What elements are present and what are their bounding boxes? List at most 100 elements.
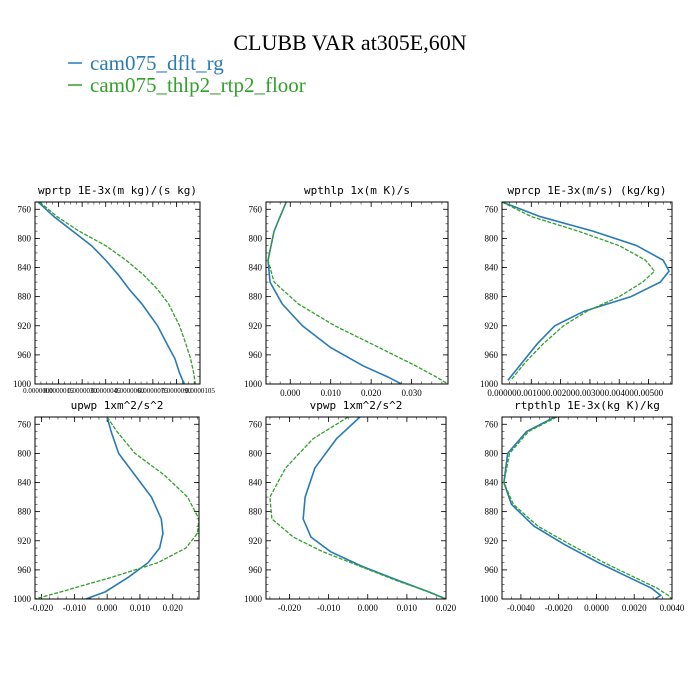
panel-rtpthlp: rtpthlp 1E-3x(kg K)/kg 760 800 840 880 920 960… xyxy=(480,399,685,613)
ytick-label: 880 xyxy=(18,292,32,302)
xtick-label: 0.000 xyxy=(280,388,301,398)
xtick-label: 0.0000105 xyxy=(185,387,215,395)
xtick-label: 0.0000 xyxy=(584,603,609,613)
ytick-label: 760 xyxy=(249,204,263,214)
ytick-label: 960 xyxy=(249,350,263,360)
ytick-label: 800 xyxy=(485,233,499,243)
ytick-label: 840 xyxy=(18,478,32,488)
plot-frame xyxy=(265,201,449,385)
xtick-label: 0.0000000 xyxy=(23,387,53,395)
ytick-label: 960 xyxy=(18,565,32,575)
xtick-label: 0.000 xyxy=(97,603,118,613)
xtick-label: -0.020 xyxy=(30,603,54,613)
panels: wprtp 1E-3x(m kg)/(s kg) 760 800 840 880 920 9… xyxy=(13,184,685,613)
series-line-dflt xyxy=(503,417,663,599)
xtick-label: 0.030 xyxy=(401,388,422,398)
xtick-label: 0.010 xyxy=(130,603,151,613)
ytick-label: 920 xyxy=(18,536,32,546)
ytick-label: 880 xyxy=(485,507,499,517)
ytick-label: 920 xyxy=(18,321,32,331)
xtick-label: 0.010 xyxy=(397,603,418,613)
panel-vpwp: vpwp 1xm^2/s^2 760 800 840 880 920 960 1000 -0.0… xyxy=(244,399,457,613)
legend-label-floor: cam075_thlp2_rtp2_floor xyxy=(90,73,306,97)
ytick-label: 1000 xyxy=(13,379,32,389)
ytick-label: 840 xyxy=(18,263,32,273)
series-line-floor xyxy=(267,202,448,384)
ytick-label: 960 xyxy=(249,565,263,575)
ytick-label: 960 xyxy=(485,350,499,360)
xtick-label: 0.0000015 xyxy=(44,387,74,395)
ytick-label: 840 xyxy=(485,263,499,273)
ytick-label: 1000 xyxy=(480,594,499,604)
ytick-label: 800 xyxy=(249,448,263,458)
ytick-label: 760 xyxy=(18,419,32,429)
figure-title: CLUBB VAR at305E,60N xyxy=(233,30,466,55)
xtick-label: 0.00400 xyxy=(605,388,635,398)
xtick-label: 0.00100 xyxy=(517,388,547,398)
panel-wpthlp: wpthlp 1x(m K)/s 760 800 840 880 920 960 1000 0.… xyxy=(244,184,449,398)
panel-upwp: upwp 1xm^2/s^27608008408809209601000-0.0… xyxy=(13,399,200,613)
legend: cam075_dflt_rg cam075_thlp2_rtp2_floor xyxy=(68,51,306,97)
series-line-floor xyxy=(35,417,199,599)
xtick-label: 0.00300 xyxy=(575,388,605,398)
series-line-dflt xyxy=(85,417,164,599)
xtick-label: 0.00000 xyxy=(487,388,517,398)
xtick-label: -0.0040 xyxy=(507,603,535,613)
plot-frame xyxy=(501,201,673,385)
ytick-label: 880 xyxy=(18,507,32,517)
panel-title-wprcp: wprcp 1E-3x(m/s) (kg/kg) xyxy=(508,184,667,197)
panel-title-wprtp: wprtp 1E-3x(m kg)/(s kg) xyxy=(38,184,197,197)
xtick-label: 0.0000075 xyxy=(138,387,168,395)
series-line-floor xyxy=(502,202,656,381)
ytick-label: 1000 xyxy=(480,379,499,389)
xtick-label: 0.0000060 xyxy=(114,387,144,395)
ytick-label: 760 xyxy=(18,204,32,214)
plot-frame xyxy=(265,416,447,600)
plot-frame xyxy=(34,416,200,600)
panel-title-wpthlp: wpthlp 1x(m K)/s xyxy=(304,184,410,197)
panel-title-vpwp: vpwp 1xm^2/s^2 xyxy=(310,399,403,412)
xtick-label: -0.020 xyxy=(278,603,302,613)
series-line-dflt xyxy=(502,202,671,381)
xtick-label: -0.0020 xyxy=(545,603,573,613)
ytick-label: 840 xyxy=(249,478,263,488)
ytick-label: 760 xyxy=(249,419,263,429)
series-line-floor xyxy=(503,417,672,599)
ytick-label: 920 xyxy=(249,321,263,331)
panel-title-rtpthlp: rtpthlp 1E-3x(kg K)/kg xyxy=(514,399,660,412)
ytick-label: 800 xyxy=(485,448,499,458)
panel-title-upwp: upwp 1xm^2/s^2 xyxy=(71,399,164,412)
series-line-dflt xyxy=(37,202,186,384)
ytick-label: 840 xyxy=(249,263,263,273)
ytick-label: 800 xyxy=(249,233,263,243)
plot-frame xyxy=(501,416,673,600)
ytick-label: 880 xyxy=(485,292,499,302)
xtick-label: 0.0000090 xyxy=(162,387,192,395)
xtick-label: 0.0000045 xyxy=(91,387,121,395)
ytick-label: 1000 xyxy=(13,594,32,604)
ytick-label: 1000 xyxy=(244,594,263,604)
ytick-label: 840 xyxy=(485,478,499,488)
legend-label-dflt: cam075_dflt_rg xyxy=(90,51,224,75)
series-line-floor xyxy=(269,417,446,599)
xtick-label: 0.00500 xyxy=(634,388,664,398)
xtick-label: 0.010 xyxy=(321,388,342,398)
xtick-label: -0.010 xyxy=(63,603,87,613)
xtick-label: 0.020 xyxy=(361,388,382,398)
ytick-label: 760 xyxy=(485,419,499,429)
xtick-label: 0.0000030 xyxy=(67,387,97,395)
ytick-label: 920 xyxy=(485,321,499,331)
xtick-label: 0.000 xyxy=(358,603,379,613)
ytick-label: 800 xyxy=(18,448,32,458)
ytick-label: 880 xyxy=(249,292,263,302)
ytick-label: 1000 xyxy=(244,379,263,389)
xtick-label: 0.020 xyxy=(436,603,457,613)
panel-wprcp: wprcp 1E-3x(m/s) (kg/kg) 760 800 840 880 920 9… xyxy=(480,184,673,398)
ytick-label: 800 xyxy=(18,233,32,243)
panel-wprtp: wprtp 1E-3x(m kg)/(s kg) 760 800 840 880 920 9… xyxy=(13,184,215,395)
ytick-label: 960 xyxy=(485,565,499,575)
ytick-label: 920 xyxy=(249,536,263,546)
ytick-label: 880 xyxy=(249,507,263,517)
